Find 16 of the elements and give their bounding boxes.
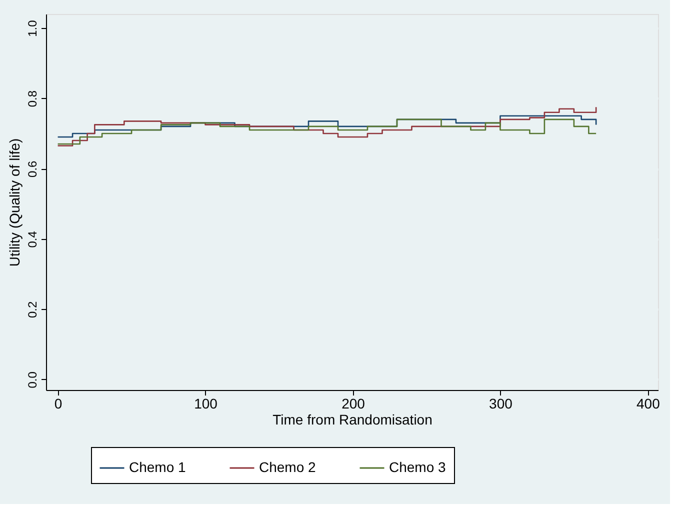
y-tick-label: 0.0	[26, 371, 40, 388]
x-axis-title: Time from Randomisation	[272, 412, 432, 428]
y-axis-title: Utility (Quality of life)	[6, 138, 22, 267]
legend-label: Chemo 1	[129, 459, 186, 475]
legend-label: Chemo 3	[389, 459, 446, 475]
x-tick-label: 300	[489, 396, 513, 412]
y-tick-label: 0.8	[26, 90, 40, 108]
y-tick-label: 0.6	[26, 160, 40, 178]
x-tick-label: 400	[636, 396, 660, 412]
y-tick-label: 0.2	[26, 301, 40, 318]
y-tick-label: 0.4	[26, 230, 40, 248]
x-tick-label: 100	[194, 396, 218, 412]
x-tick-label: 200	[342, 396, 366, 412]
y-tick-label: 1.0	[26, 20, 40, 37]
x-tick-label: 0	[54, 396, 62, 412]
legend-label: Chemo 2	[259, 459, 316, 475]
